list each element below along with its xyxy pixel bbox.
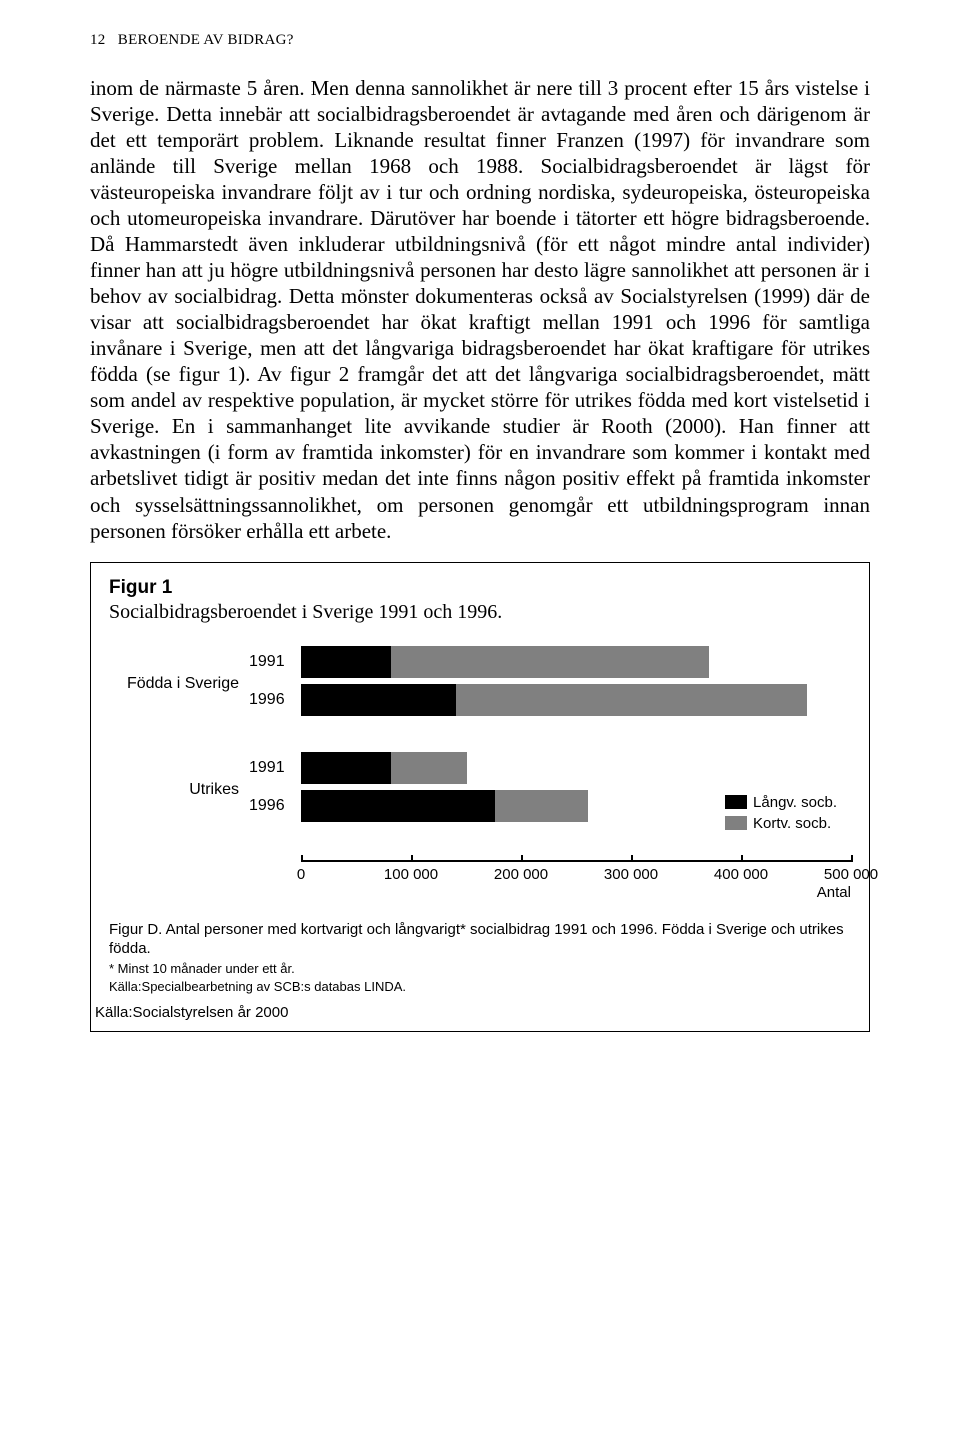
bar-track — [301, 646, 851, 678]
figure-source: Källa:Socialstyrelsen år 2000 — [95, 1004, 851, 1021]
bar-seg-kortv — [495, 790, 588, 822]
figure-note-2: Källa:Specialbearbetning av SCB:s databa… — [109, 979, 851, 996]
legend-item: Kortv. socb. — [725, 815, 837, 832]
x-tick-label: 300 000 — [604, 866, 658, 883]
page-number: 12 — [90, 32, 106, 48]
figure-note-1: * Minst 10 månader under ett år. — [109, 961, 851, 978]
bar-chart: Födda i Sverige19911996Utrikes1991199601… — [109, 646, 851, 884]
x-tick-label: 400 000 — [714, 866, 768, 883]
bar-track — [301, 752, 851, 784]
year-label: 1996 — [249, 797, 301, 815]
bar-seg-kortv — [391, 752, 468, 784]
group-label: Utrikes — [109, 781, 249, 799]
x-tick-label: 100 000 — [384, 866, 438, 883]
legend-item: Långv. socb. — [725, 794, 837, 811]
chart-group: Födda i Sverige1991 1996 — [109, 646, 851, 722]
bar-seg-langv — [303, 684, 456, 716]
legend-swatch — [725, 816, 747, 830]
legend-label: Långv. socb. — [753, 794, 837, 811]
bar-seg-kortv — [391, 646, 709, 678]
x-tick-label: 0 — [297, 866, 305, 883]
figure-subtitle: Socialbidragsberoendet i Sverige 1991 oc… — [109, 601, 851, 624]
figure-title: Figur 1 — [109, 577, 851, 599]
x-tick-label: 500 000 — [824, 866, 878, 883]
page-header: 12 BEROENDE AV BIDRAG? — [90, 32, 870, 49]
bar-seg-langv — [303, 646, 391, 678]
figure-caption: Figur D. Antal personer med kortvarigt o… — [109, 920, 851, 959]
legend: Långv. socb. Kortv. socb. — [725, 794, 837, 836]
bar-seg-kortv — [456, 684, 807, 716]
x-tick-label: 200 000 — [494, 866, 548, 883]
bar-seg-langv — [303, 752, 391, 784]
year-label: 1996 — [249, 691, 301, 709]
legend-swatch — [725, 795, 747, 809]
year-label: 1991 — [249, 653, 301, 671]
legend-label: Kortv. socb. — [753, 815, 831, 832]
figure-1-box: Figur 1 Socialbidragsberoendet i Sverige… — [90, 562, 870, 1033]
x-axis: 0100 000200 000300 000400 000500 000Anta… — [301, 860, 851, 884]
bar-track — [301, 684, 851, 716]
running-title: BEROENDE AV BIDRAG? — [118, 32, 294, 48]
x-axis-unit: Antal — [817, 884, 851, 901]
group-label: Födda i Sverige — [109, 675, 249, 693]
body-paragraph: inom de närmaste 5 åren. Men denna sanno… — [90, 75, 870, 544]
bar-seg-langv — [303, 790, 495, 822]
year-label: 1991 — [249, 759, 301, 777]
